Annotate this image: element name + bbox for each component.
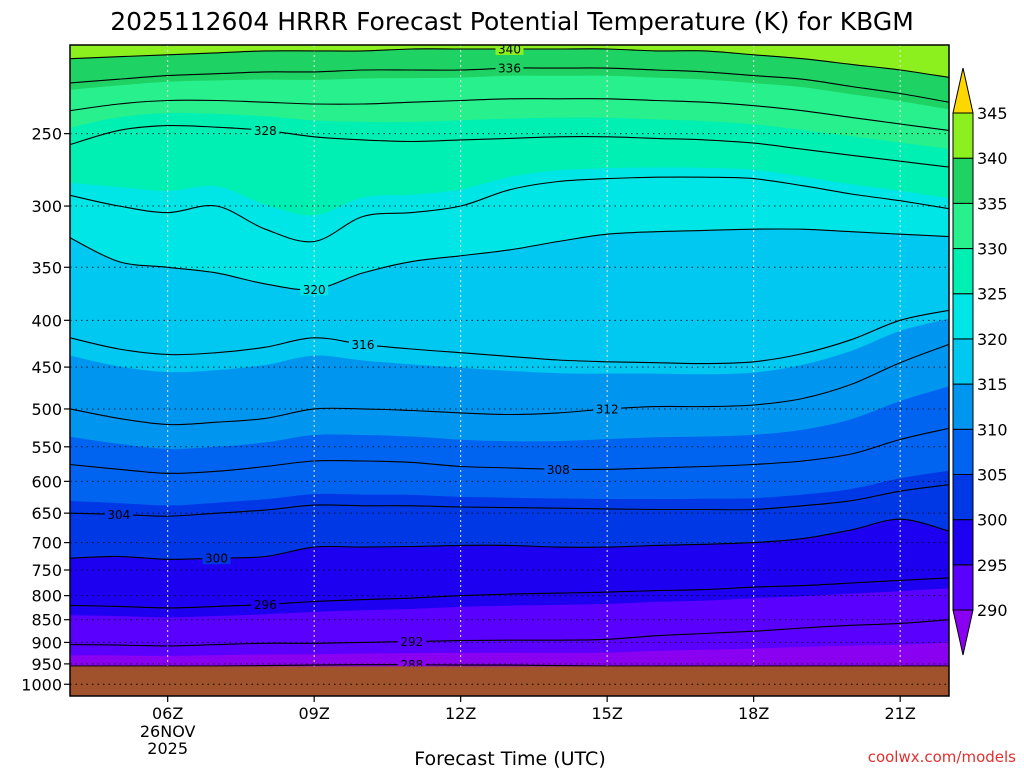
- colorbar-swatch-295: [952, 519, 974, 566]
- y-tick-label-400: 400: [31, 311, 62, 330]
- contour-label-bg-304: [104, 507, 133, 521]
- colorbar-swatch-310: [952, 383, 974, 430]
- contour-label-300: 300: [205, 552, 228, 566]
- y-tick-label-600: 600: [31, 472, 62, 491]
- colorbar-triangle-low: [952, 609, 974, 656]
- x-axis-label: Forecast Time (UTC): [414, 748, 605, 768]
- colorbar-swatch-320: [952, 293, 974, 340]
- y-tick-label-350: 350: [31, 258, 62, 277]
- contour-label-308: 308: [547, 463, 570, 477]
- isentrope-304: [70, 484, 949, 517]
- contour-label-296: 296: [254, 598, 277, 612]
- chart-title: 2025112604 HRRR Forecast Potential Tempe…: [110, 7, 914, 36]
- colorbar-swatch-335: [952, 157, 974, 204]
- contour-label-bg-340: [495, 45, 524, 55]
- y-tick-label-850: 850: [31, 611, 62, 630]
- colorbar-tick-310: 310: [977, 420, 1008, 439]
- colorbar-tick-345: 345: [977, 104, 1008, 123]
- x-tick-label-12: 12Z: [445, 704, 476, 723]
- colorbar-triangle-high: [952, 67, 974, 114]
- colorbar-tick-320: 320: [977, 330, 1008, 349]
- y-tick-label-700: 700: [31, 534, 62, 553]
- y-tick-label-450: 450: [31, 358, 62, 377]
- y-tick-label-500: 500: [31, 400, 62, 419]
- isentrope-312: [70, 343, 949, 426]
- colorbar-tick-340: 340: [977, 149, 1008, 168]
- isentrope-288: [70, 664, 949, 667]
- y-tick-label-800: 800: [31, 587, 62, 606]
- colorbar-tick-290: 290: [977, 601, 1008, 620]
- contour-label-bg-316: [349, 337, 377, 351]
- colorbar-swatch-300: [952, 473, 974, 521]
- contour-label-bg-300: [202, 551, 231, 565]
- contour-label-304: 304: [107, 508, 130, 522]
- x-tick-sublabel-1: 2025: [147, 739, 188, 758]
- x-tick-label-18: 18Z: [738, 704, 769, 723]
- colorbar-tick-305: 305: [977, 465, 1008, 484]
- y-tick-label-300: 300: [31, 197, 62, 216]
- contour-label-bg-296: [251, 597, 280, 611]
- contour-label-bg-292: [397, 634, 426, 648]
- colorbar-tick-300: 300: [977, 511, 1008, 530]
- colorbar-swatch-330: [952, 202, 974, 250]
- contour-label-292: 292: [400, 635, 423, 649]
- isentrope-308: [70, 427, 949, 474]
- contour-label-bg-328: [251, 123, 280, 137]
- contour-label-bg-320: [300, 282, 329, 296]
- colorbar-swatch-340: [952, 112, 974, 159]
- plot-frame: [69, 44, 950, 697]
- contour-label-328: 328: [254, 124, 277, 138]
- isentrope-324: [70, 176, 949, 243]
- isentrope-292: [70, 619, 949, 647]
- y-tick-label-650: 650: [31, 504, 62, 523]
- y-tick-label-250: 250: [31, 125, 62, 144]
- x-tick-sublabel-0: 26NOV: [140, 722, 196, 741]
- isentrope-332: [70, 98, 949, 131]
- isentrope-320: [70, 228, 949, 291]
- y-tick-label-550: 550: [31, 438, 62, 457]
- y-tick-label-750: 750: [31, 561, 62, 580]
- y-tick-label-1000: 1000: [21, 675, 62, 694]
- credit-text: coolwx.com/models: [868, 748, 1016, 766]
- x-tick-label-15: 15Z: [592, 704, 623, 723]
- theta-band-335: [70, 45, 949, 110]
- contour-label-316: 316: [352, 338, 375, 352]
- colorbar-tick-330: 330: [977, 240, 1008, 259]
- ground-below-surface: [70, 666, 949, 696]
- colorbar-swatch-290: [952, 564, 974, 611]
- isentrope-316: [70, 309, 949, 365]
- colorbar-swatch-305: [952, 428, 974, 475]
- x-tick-label-9: 09Z: [299, 704, 330, 723]
- y-tick-label-900: 900: [31, 633, 62, 652]
- contour-label-bg-336: [495, 61, 524, 75]
- x-tick-label-21: 21Z: [885, 704, 916, 723]
- contour-label-340: 340: [498, 42, 521, 56]
- isentrope-328: [70, 124, 949, 168]
- x-tick-label-6: 06Z: [152, 704, 183, 723]
- contour-label-312: 312: [596, 402, 619, 416]
- contour-label-336: 336: [498, 62, 521, 76]
- colorbar-tick-325: 325: [977, 285, 1008, 304]
- colorbar-swatch-315: [952, 338, 974, 385]
- y-axis-pressure: 250 300 350 400 450 500 550 600 650 700 750 800 850 9…: [21, 125, 70, 694]
- contour-label-bg-312: [593, 401, 622, 415]
- isentrope-296: [70, 577, 949, 609]
- theta-band-340: [70, 45, 949, 78]
- colorbar-legend: 290 295 300 305 310 315 320 325 330 335 340 345: [952, 67, 1008, 656]
- contour-label-bg-308: [544, 462, 573, 476]
- contour-label-320: 320: [303, 283, 326, 297]
- colorbar-tick-315: 315: [977, 375, 1008, 394]
- y-tick-label-950: 950: [31, 655, 62, 674]
- colorbar-swatch-325: [952, 248, 974, 295]
- theta-fill-bands: [70, 45, 949, 696]
- colorbar-tick-295: 295: [977, 556, 1008, 575]
- colorbar-tick-335: 335: [977, 194, 1008, 213]
